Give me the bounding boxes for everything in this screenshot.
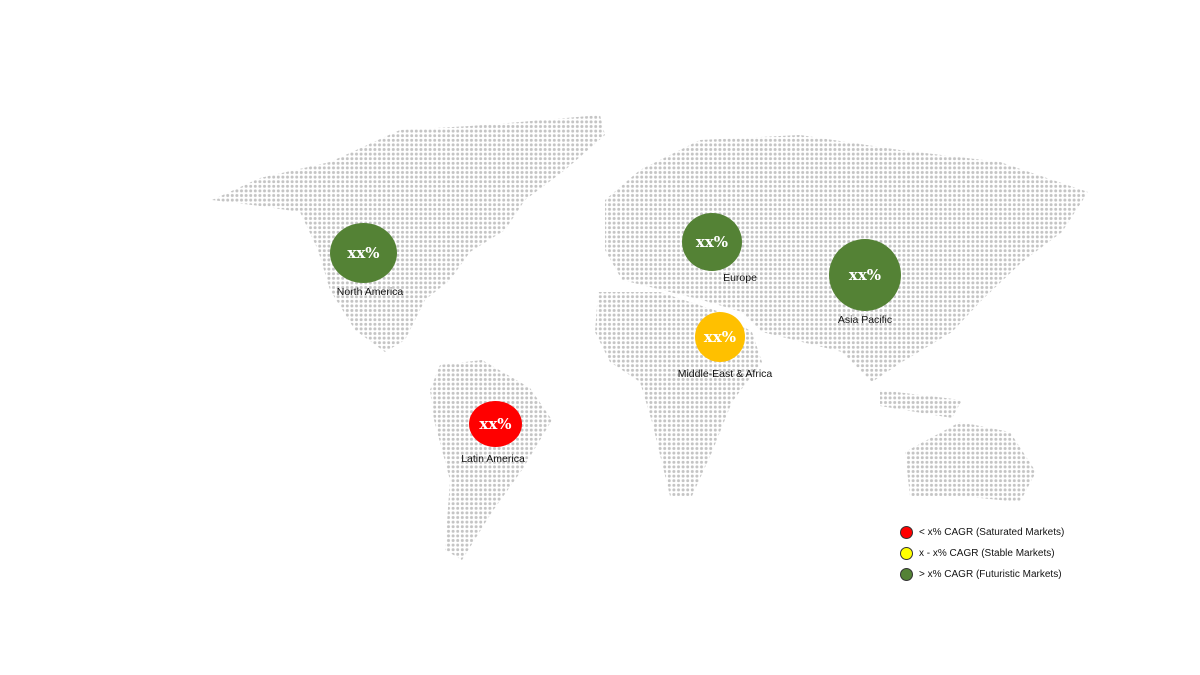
legend: < x% CAGR (Saturated Markets) x - x% CAG… [900,522,1064,585]
north-america-bubble: xx% [330,223,397,283]
legend-label: < x% CAGR (Saturated Markets) [919,527,1065,538]
north-america-label: North America [336,286,404,298]
legend-label: x - x% CAGR (Stable Markets) [919,548,1055,559]
europe-label: Europe [723,272,757,284]
southeast-asia-islands [880,390,962,418]
south-america-landmass [430,360,552,560]
green-circle-icon [900,568,913,581]
latin-america-bubble: xx% [469,401,522,447]
legend-label: > x% CAGR (Futuristic Markets) [919,569,1062,580]
asia-pacific-bubble: xx% [829,239,901,311]
red-circle-icon [900,526,913,539]
legend-item-saturated: < x% CAGR (Saturated Markets) [900,522,1064,543]
legend-item-stable: x - x% CAGR (Stable Markets) [900,543,1064,564]
asia-pacific-value: xx% [848,266,882,284]
legend-item-futuristic: > x% CAGR (Futuristic Markets) [900,564,1064,585]
middle-east-africa-value: xx% [703,328,737,346]
yellow-circle-icon [900,547,913,560]
latin-america-label: Latin America [461,453,525,465]
europe-value: xx% [695,233,729,251]
latin-america-value: xx% [479,415,512,433]
asia-pacific-label: Asia Pacific [837,314,893,326]
europe-bubble: xx% [682,213,742,271]
australia-landmass [905,422,1036,502]
middle-east-africa-bubble: xx% [695,312,745,362]
north-america-landmass [212,115,605,352]
north-america-value: xx% [347,244,380,262]
middle-east-africa-label: Middle-East & Africa [677,368,773,380]
